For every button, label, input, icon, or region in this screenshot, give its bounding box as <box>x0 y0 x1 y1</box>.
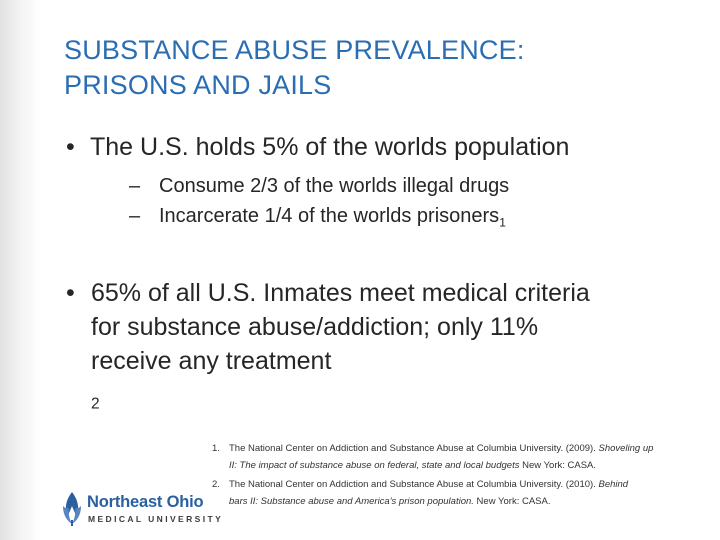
footnote-marker-1: 1 <box>499 215 507 230</box>
reference-1-publisher: New York: CASA. <box>519 460 597 471</box>
reference-2-publisher: New York: CASA. <box>473 496 551 507</box>
logo-name: Northeast Ohio <box>87 493 204 511</box>
title-line-1: SUBSTANCE ABUSE PREVALENCE: <box>64 35 525 65</box>
bullet-2-line-1: 65% of all U.S. Inmates meet medical cri… <box>91 279 590 307</box>
references: 1. The National Center on Addiction and … <box>212 440 712 512</box>
bullet-2-line-3: receive any treatment 2 <box>91 344 686 412</box>
reference-2-source: The National Center on Addiction and Sub… <box>229 479 599 490</box>
footnote-marker-2: 2 <box>91 395 100 413</box>
reference-1-title-start: Shoveling up <box>598 443 654 454</box>
flame-leaf-logo-icon <box>63 492 81 526</box>
reference-number: 1. <box>212 443 220 454</box>
bullet-dot: • <box>66 133 75 161</box>
left-shadow-strip <box>0 0 36 540</box>
reference-1-source: The National Center on Addiction and Sub… <box>229 443 599 454</box>
reference-1-line-1: The National Center on Addiction and Sub… <box>229 440 712 457</box>
reference-2-line-2: bars II: Substance abuse and America's p… <box>229 493 712 510</box>
reference-1-title-end: II: The impact of substance abuse on fed… <box>229 460 520 471</box>
sub-bullet-dash: – <box>129 175 141 197</box>
reference-2-line-1: The National Center on Addiction and Sub… <box>229 476 712 493</box>
slide-title: SUBSTANCE ABUSE PREVALENCE: PRISONS AND … <box>64 33 684 103</box>
bullet-1-text: The U.S. holds 5% of the worlds populati… <box>90 133 570 161</box>
reference-2-title-end: bars II: Substance abuse and America's p… <box>229 496 474 507</box>
reference-2-title-start: Behind <box>598 479 629 490</box>
sub-bullet-2: – Incarcerate 1/4 of the worlds prisoners… <box>129 202 506 230</box>
bullet-2: • 65% of all U.S. Inmates meet medical c… <box>66 276 686 412</box>
bullet-dot: • <box>66 279 75 307</box>
sub-bullet-1: – Consume 2/3 of the worlds illegal drugs <box>129 172 509 200</box>
bullet-1: • The U.S. holds 5% of the worlds populat… <box>66 130 569 164</box>
logo-subtitle: MEDICAL UNIVERSITY <box>88 514 224 524</box>
bullet-2-text: 65% of all U.S. Inmates meet medical cri… <box>66 276 686 412</box>
reference-1-line-2: II: The impact of substance abuse on fed… <box>229 457 712 474</box>
university-logo: Northeast Ohio MEDICAL UNIVERSITY <box>60 490 224 532</box>
reference-1: 1. The National Center on Addiction and … <box>212 440 712 474</box>
sub-bullet-2-text: Incarcerate 1/4 of the worlds prisoners <box>159 205 500 227</box>
reference-number: 2. <box>212 479 220 490</box>
bullet-2-line-2: for substance abuse/addiction; only 11% <box>91 313 539 341</box>
title-line-2: PRISONS AND JAILS <box>64 70 332 100</box>
sub-bullet-1-text: Consume 2/3 of the worlds illegal drugs <box>159 175 510 197</box>
sub-bullet-dash: – <box>129 205 141 227</box>
reference-2: 2. The National Center on Addiction and … <box>212 476 712 510</box>
bullet-2-line-3-text: receive any treatment <box>91 347 332 375</box>
